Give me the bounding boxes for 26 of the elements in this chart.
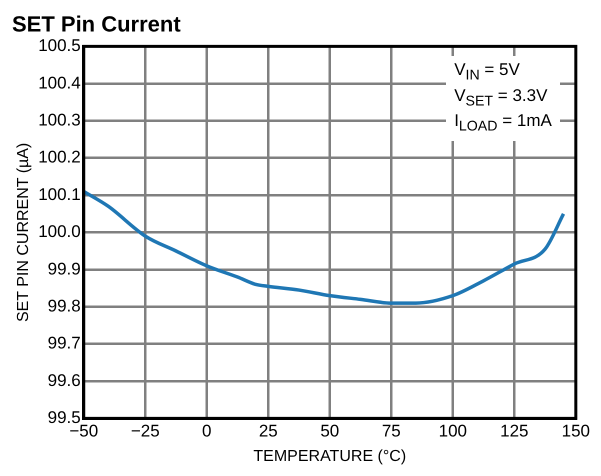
y-tick-label: 99.5: [48, 408, 81, 428]
annotation: V$_{SET}$ = 3.3V: [454, 86, 548, 112]
y-tick-label: 99.7: [48, 334, 81, 353]
x-tick-label: 50: [320, 421, 340, 440]
x-tick-label: 150: [562, 421, 590, 440]
x-tick-label: 25: [258, 421, 278, 440]
y-tick-label: 100.4: [38, 73, 81, 92]
x-tick-label: 125: [500, 421, 528, 440]
y-tick-label: 100.2: [38, 148, 81, 167]
x-tick-label: 100: [438, 421, 467, 440]
y-tick-label: 99.9: [48, 259, 81, 278]
y-tick-label: 99.8: [48, 296, 81, 316]
y-tick-label: 100.5: [38, 36, 81, 56]
y-axis-title: SET PIN CURRENT (µA): [15, 142, 32, 322]
annotation: V$_{IN}$ = 5V: [454, 60, 521, 86]
y-tick-label: 100.1: [38, 184, 81, 204]
x-tick-label: −25: [130, 421, 160, 440]
y-tick-label: 100.0: [38, 222, 81, 242]
annotation: I$_{LOAD}$ = 1mA: [454, 111, 552, 137]
x-axis-title: TEMPERATURE (°C): [253, 448, 406, 465]
x-tick-label: 0: [202, 421, 212, 440]
line-series: [84, 190, 566, 305]
y-tick-label: 100.3: [38, 110, 81, 130]
chart-title: SET Pin Current: [12, 11, 182, 36]
x-tick-label: 75: [382, 421, 401, 440]
y-tick-label: 99.6: [48, 370, 81, 390]
